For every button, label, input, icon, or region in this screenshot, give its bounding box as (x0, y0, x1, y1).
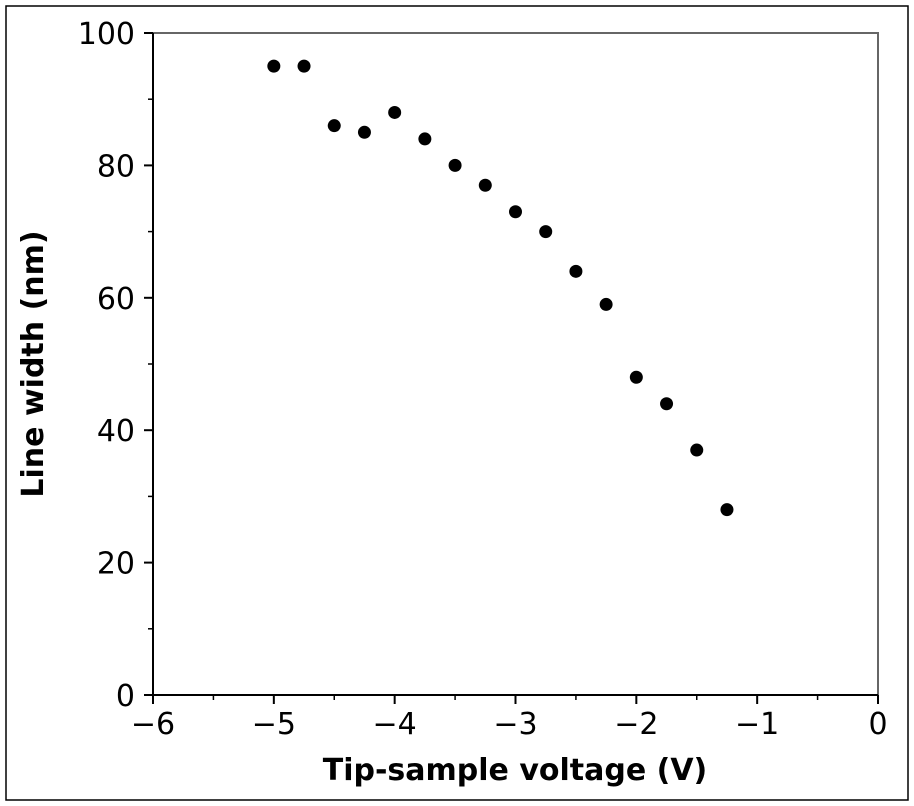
y-tick-label: 100 (78, 17, 135, 52)
data-point (539, 225, 553, 239)
data-point (267, 59, 281, 73)
data-point (509, 205, 522, 219)
data-point (388, 105, 402, 119)
data-point (448, 158, 462, 172)
data-point (629, 370, 643, 384)
data-points (267, 59, 734, 517)
data-point (327, 119, 341, 133)
data-point (660, 397, 674, 411)
figure-border (5, 5, 909, 801)
data-point (720, 503, 734, 517)
y-tick-label: 40 (97, 414, 135, 449)
x-tick-label: −4 (373, 707, 417, 742)
x-tick-label: −3 (493, 707, 537, 742)
y-axis-title: Line width (nm) (16, 230, 51, 497)
y-tick-label: 0 (116, 679, 135, 714)
data-point (357, 125, 371, 139)
y-ticks: 0 20 40 60 80 100 (78, 17, 153, 714)
x-tick-label: 0 (868, 707, 887, 742)
data-point (418, 132, 432, 146)
data-point (690, 443, 704, 457)
x-tick-label: −2 (614, 707, 658, 742)
data-point (297, 59, 311, 73)
data-point (478, 178, 492, 192)
x-tick-label: −1 (735, 707, 779, 742)
y-tick-label: 20 (97, 547, 135, 582)
data-point (599, 297, 613, 311)
y-tick-label: 80 (97, 149, 135, 184)
x-axis-title: Tip-sample voltage (V) (323, 753, 708, 788)
data-point (569, 264, 583, 278)
x-tick-label: −6 (131, 707, 175, 742)
y-tick-label: 60 (97, 282, 135, 317)
x-ticks: −6 −5 −4 −3 −2 −1 0 (131, 695, 888, 742)
x-tick-label: −5 (252, 707, 296, 742)
